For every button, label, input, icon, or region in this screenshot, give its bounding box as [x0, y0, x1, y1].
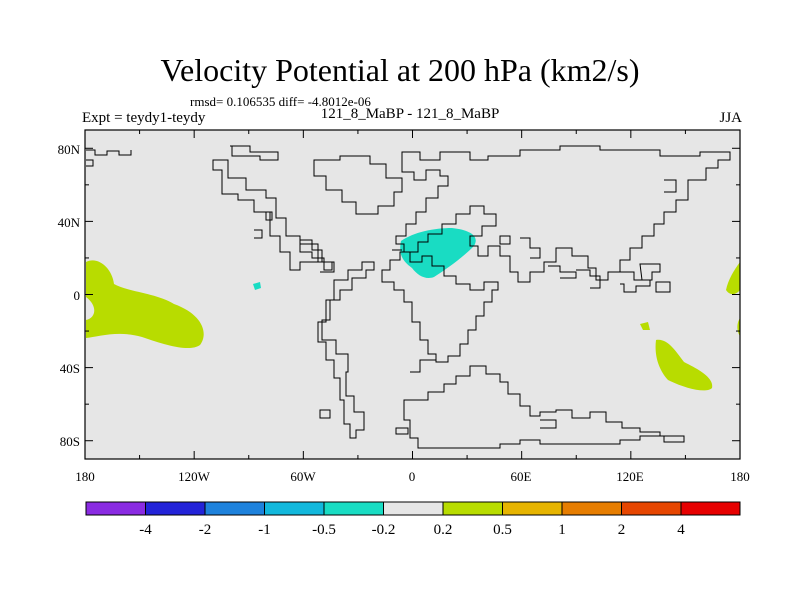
positive-region-dateline-north [726, 262, 740, 295]
colorbar-label: -0.5 [312, 522, 336, 538]
stats-label: rmsd= 0.106535 diff= -4.8012e-06 [190, 94, 371, 109]
negative-region-small [253, 282, 261, 290]
colorbar-swatch-2 [145, 501, 206, 516]
colorbar-swatch-6 [383, 501, 444, 516]
lon-label-0: 0 [409, 469, 416, 484]
colorbar-label: 0.2 [434, 522, 453, 538]
colorbar-label: -1 [258, 522, 271, 538]
colorbar-swatch-8 [502, 501, 563, 516]
colorbar-label: 1 [558, 522, 566, 538]
colorbar-label: 4 [677, 522, 685, 538]
colorbar-swatch-3 [204, 501, 265, 516]
colorbar-swatch-7 [442, 501, 503, 516]
colorbar-swatch-10 [621, 501, 682, 516]
colorbar-label: 0.5 [493, 522, 512, 538]
colorbar-swatch-4 [264, 501, 325, 516]
colorbar-label: 2 [618, 522, 626, 538]
colorbar-label: -0.2 [372, 522, 396, 538]
lon-label-60w: 60W [290, 469, 316, 484]
lat-label-40n: 40N [58, 215, 81, 230]
season-label: JJA [719, 110, 742, 126]
colorbar-label: -4 [139, 522, 152, 538]
positive-region-east-pacific [86, 260, 204, 349]
colorbar-swatch-11 [680, 501, 741, 516]
axis-ticks [84, 130, 741, 459]
lon-label-180w: 180 [75, 469, 95, 484]
lat-label-40s: 40S [60, 361, 80, 376]
colorbar-swatch-5 [323, 501, 384, 516]
positive-region-south-pacific [655, 339, 713, 391]
experiment-label: Expt = teydy1-teydy [82, 110, 206, 126]
coastlines [86, 145, 731, 449]
chart-title: Velocity Potential at 200 hPa (km2/s) [160, 52, 640, 88]
lat-label-80s: 80S [60, 434, 80, 449]
case-label: 121_8_MaBP - 121_8_MaBP [320, 106, 500, 122]
positive-region-small [640, 322, 650, 330]
lon-label-120w: 120W [178, 469, 211, 484]
lon-label-120e: 120E [616, 469, 644, 484]
colorbar-swatch-1 [85, 501, 146, 516]
lon-label-60e: 60E [511, 469, 532, 484]
colorbar-swatch-9 [561, 501, 622, 516]
map-background [85, 130, 740, 459]
negative-region-eurasia [400, 228, 476, 278]
colorbar [85, 501, 741, 516]
lon-label-180e: 180 [730, 469, 750, 484]
lat-label-eq: 0 [74, 288, 81, 303]
colorbar-label: -2 [199, 522, 212, 538]
lat-label-80n: 80N [58, 142, 81, 157]
